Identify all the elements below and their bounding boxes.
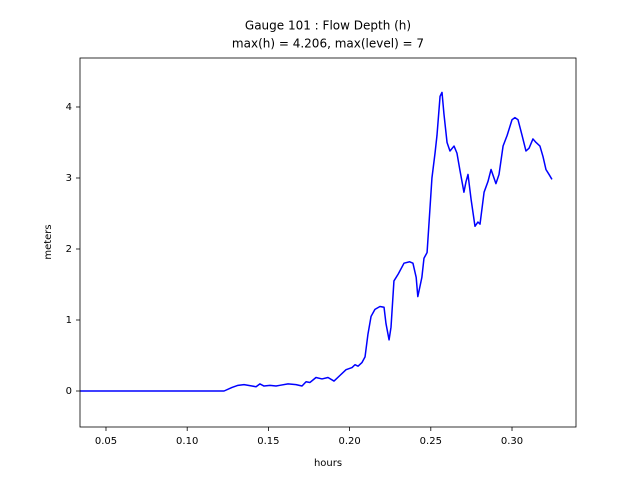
plot-frame [79,57,577,428]
chart-title: Gauge 101 : Flow Depth (h) [245,19,411,33]
x-axis-label: hours [314,458,342,469]
y-tick-label: 3 [66,173,72,184]
y-tick-label: 2 [66,244,72,255]
x-tick-label: 0.10 [176,436,198,447]
y-tick-label: 1 [66,315,72,326]
x-tick-label: 0.20 [338,436,360,447]
y-axis-label: meters [43,224,54,259]
x-tick-label: 0.15 [257,436,279,447]
x-tick-label: 0.25 [420,436,442,447]
y-tick-label: 0 [66,386,72,397]
data-line [80,91,553,392]
y-tick-label: 4 [66,102,72,113]
x-tick-label: 0.30 [501,436,523,447]
x-tick-label: 0.05 [95,436,117,447]
chart-subtitle: max(h) = 4.206, max(level) = 7 [232,37,424,51]
